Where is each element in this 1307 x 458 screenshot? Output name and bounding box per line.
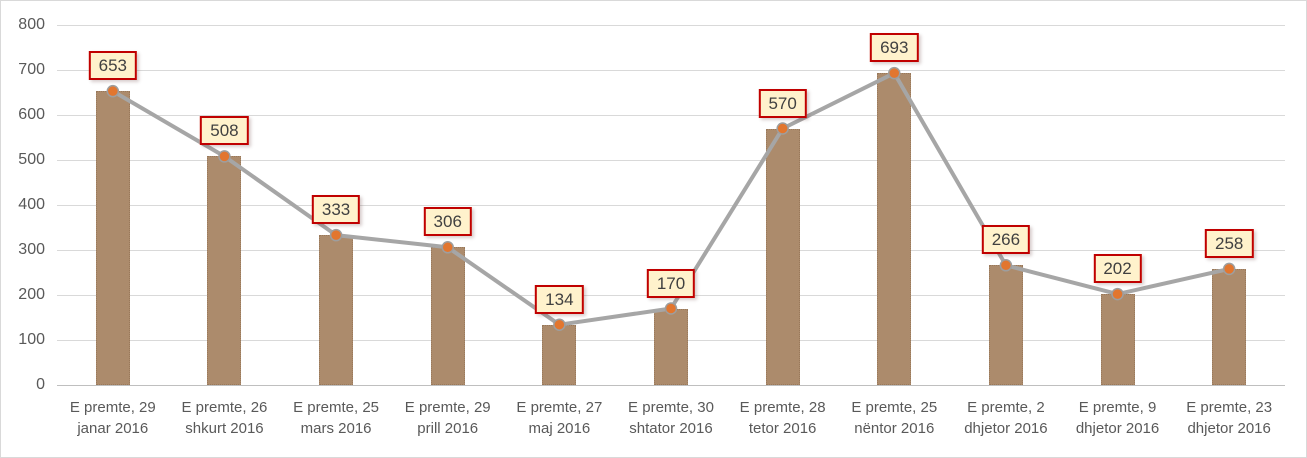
y-tick-label: 600 xyxy=(18,106,45,123)
line-marker xyxy=(1222,262,1236,276)
line-marker xyxy=(553,318,566,331)
y-tick-label: 0 xyxy=(36,376,45,393)
x-tick-label-line1: E premte, 2 xyxy=(967,399,1045,416)
x-tick-label: E premte, 26 shkurt 2016 xyxy=(182,397,268,439)
line-marker xyxy=(999,259,1013,272)
data-label: 266 xyxy=(981,225,1031,255)
x-tick-label-line1: E premte, 29 xyxy=(404,399,491,416)
x-tick-label-line2: prill 2016 xyxy=(417,420,479,437)
data-label: 570 xyxy=(758,88,807,118)
data-label: 258 xyxy=(1204,228,1254,258)
y-tick-label: 300 xyxy=(18,241,45,258)
plot-area: 653 508 333 306 134 170 570 693 266 202 258 xyxy=(57,25,1285,386)
x-tick-label-line2: dhjetor 2016 xyxy=(1187,420,1271,437)
x-tick-label: E premte, 23 dhjetor 2016 xyxy=(1186,397,1272,439)
x-tick-label-line1: E premte, 9 xyxy=(1078,399,1157,416)
line-marker xyxy=(441,241,454,254)
gridline xyxy=(57,250,1285,251)
y-tick-label: 800 xyxy=(18,16,45,33)
line-series-layer xyxy=(106,66,1236,331)
x-tick-label-line2: maj 2016 xyxy=(528,420,591,437)
gridline xyxy=(57,205,1285,206)
y-tick-label: 500 xyxy=(18,151,45,168)
line-marker xyxy=(106,84,120,98)
x-tick-label-line1: E premte, 25 xyxy=(851,399,938,416)
x-tick-label-line2: shtator 2016 xyxy=(629,420,713,437)
x-tick-label: E premte, 9 dhjetor 2016 xyxy=(1076,397,1159,439)
bar xyxy=(319,235,354,385)
y-tick-label: 200 xyxy=(18,286,45,303)
data-label: 508 xyxy=(200,116,249,146)
x-tick-label-line2: shkurt 2016 xyxy=(185,420,264,437)
x-tick-label: E premte, 29 prill 2016 xyxy=(405,397,491,439)
y-tick-label: 400 xyxy=(18,196,45,213)
x-tick-label-line1: E premte, 30 xyxy=(628,399,714,416)
x-tick-label-line2: dhjetor 2016 xyxy=(964,420,1048,437)
gridline xyxy=(57,70,1285,71)
x-tick-label-line1: E premte, 29 xyxy=(69,399,156,416)
y-tick-label: 100 xyxy=(18,331,45,348)
bar xyxy=(430,247,465,385)
x-tick-label-line1: E premte, 28 xyxy=(739,399,826,416)
bar xyxy=(877,73,912,385)
x-tick-label-line2: tetor 2016 xyxy=(748,420,817,437)
data-label: 170 xyxy=(646,268,696,298)
x-tick-label-line2: janar 2016 xyxy=(77,420,149,437)
x-tick-label: E premte, 25 mars 2016 xyxy=(293,397,379,439)
x-tick-label: E premte, 27 maj 2016 xyxy=(516,397,602,439)
data-label: 202 xyxy=(1093,254,1142,284)
x-tick-label-line1: E premte, 26 xyxy=(181,399,268,416)
x-tick-label: E premte, 25 nëntor 2016 xyxy=(851,397,937,439)
x-tick-label-line1: E premte, 23 xyxy=(1186,399,1273,416)
line-marker xyxy=(888,66,901,80)
bar xyxy=(1212,268,1247,385)
x-tick-label-line2: dhjetor 2016 xyxy=(1075,420,1160,437)
data-label: 333 xyxy=(311,195,361,225)
bar xyxy=(988,265,1023,385)
bar xyxy=(1100,294,1135,385)
line-marker xyxy=(776,122,789,135)
x-tick-label-line1: E premte, 27 xyxy=(516,399,603,416)
bar xyxy=(765,128,800,385)
x-tick-label-line1: E premte, 25 xyxy=(293,399,380,416)
x-tick-label: E premte, 29 janar 2016 xyxy=(70,397,156,439)
x-tick-label-line2: nëntor 2016 xyxy=(854,420,935,437)
gridline xyxy=(57,115,1285,116)
line-marker xyxy=(1111,287,1124,301)
x-tick-label: E premte, 2 dhjetor 2016 xyxy=(964,397,1047,439)
x-tick-label-line2: mars 2016 xyxy=(300,420,372,437)
bar xyxy=(95,91,130,385)
data-label: 693 xyxy=(870,33,919,63)
bar xyxy=(654,308,688,385)
line-marker xyxy=(329,228,343,242)
bar xyxy=(207,156,242,385)
data-label: 306 xyxy=(423,207,472,237)
line-marker xyxy=(664,302,678,315)
bar xyxy=(542,324,577,385)
gridline xyxy=(57,25,1285,26)
x-axis-line xyxy=(57,385,1285,386)
gridline xyxy=(57,160,1285,161)
data-label: 653 xyxy=(88,51,137,81)
line-marker xyxy=(218,150,231,163)
x-tick-label: E premte, 28 tetor 2016 xyxy=(740,397,826,439)
data-label: 134 xyxy=(535,284,584,314)
y-tick-label: 700 xyxy=(18,61,45,78)
x-tick-label: E premte, 30 shtator 2016 xyxy=(628,397,714,439)
